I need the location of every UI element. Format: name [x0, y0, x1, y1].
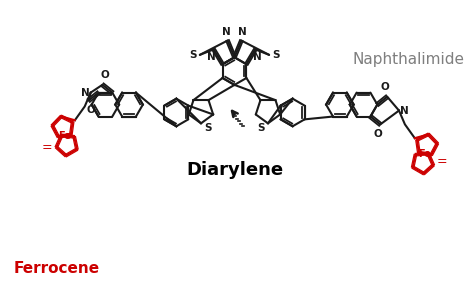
Text: O: O [86, 105, 95, 115]
Text: =: = [42, 141, 52, 154]
Text: N: N [252, 52, 261, 62]
Text: N: N [207, 52, 216, 62]
Text: Fe: Fe [417, 149, 430, 159]
Text: Ferrocene: Ferrocene [14, 261, 100, 276]
Text: O: O [100, 70, 109, 80]
Text: N: N [238, 26, 246, 37]
Text: S: S [189, 50, 196, 60]
Text: N: N [222, 26, 230, 37]
Text: Diarylene: Diarylene [186, 161, 282, 179]
Text: =: = [436, 155, 446, 168]
Text: O: O [380, 82, 389, 92]
Text: N: N [399, 106, 407, 115]
Text: S: S [204, 123, 211, 133]
Text: Naphthalimide: Naphthalimide [352, 52, 464, 67]
Text: N: N [81, 88, 90, 98]
Text: S: S [272, 50, 279, 60]
Text: O: O [373, 129, 382, 139]
Text: Fe: Fe [59, 131, 71, 141]
Text: S: S [257, 123, 264, 133]
